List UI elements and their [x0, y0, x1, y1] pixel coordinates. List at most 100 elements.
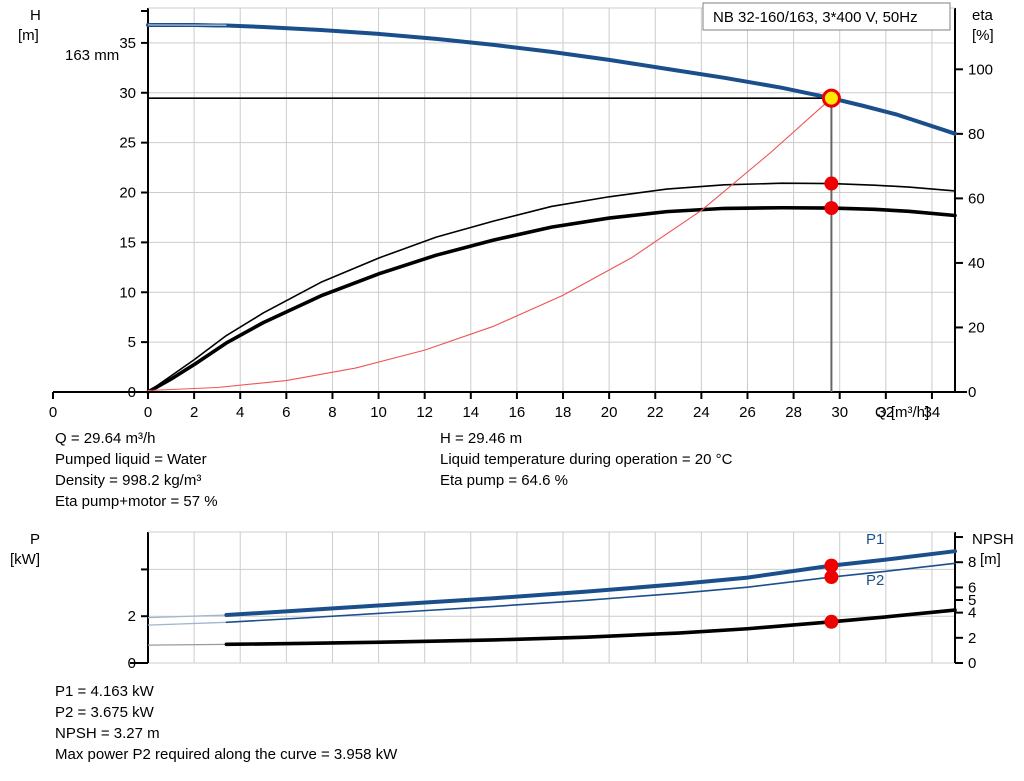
x-tick-22: 22 [647, 404, 664, 421]
power-info-line-1: P1 = 4.163 kW [55, 683, 154, 700]
head-eta-chart: 0510152025303502040608010002468101214161… [18, 2, 994, 421]
x-tick-14: 14 [462, 404, 479, 421]
x-tick-24: 24 [693, 404, 710, 421]
curve-npsh [224, 608, 957, 647]
model-title-box: NB 32-160/163, 3*400 V, 50Hz [702, 2, 951, 31]
power-chart-y-right-ticks: 0 2 456 8 [955, 536, 976, 672]
eta-tick-100: 100 [968, 61, 993, 78]
x-tick-28: 28 [785, 404, 802, 421]
curve-p1 [224, 549, 957, 618]
x-tick-20: 20 [601, 404, 618, 421]
curve-p2 [225, 562, 956, 624]
curve-eta-pump [147, 182, 956, 393]
head-chart-markers [821, 88, 841, 216]
duty-point-npsh[interactable] [824, 614, 839, 629]
curve-npsh-lead-in [147, 643, 227, 646]
x-tick-6: 6 [282, 404, 290, 421]
duty-point-p2[interactable] [824, 570, 839, 585]
x-tick-10: 10 [370, 404, 387, 421]
x-tick-18: 18 [555, 404, 572, 421]
p-tick-2: 2 [128, 608, 136, 625]
eta-tick-0: 0 [968, 384, 976, 401]
p-tick-0: 0 [128, 655, 136, 672]
q-axis-title: Q [m³/h] [875, 404, 929, 421]
npsh-tick-8: 8 [968, 554, 976, 571]
x-tick-12: 12 [416, 404, 433, 421]
duty-point-eta-pump-motor[interactable] [824, 201, 839, 216]
duty-info-right-line-2: Liquid temperature during operation = 20… [440, 451, 733, 468]
power-info-line-2: P2 = 3.675 kW [55, 704, 154, 721]
duty-info-left-line-2: Pumped liquid = Water [55, 451, 207, 468]
x-tick-0: 0 [144, 404, 152, 421]
y-tick-20: 20 [119, 185, 136, 202]
y-tick-10: 10 [119, 284, 136, 301]
power-info-block: P1 = 4.163 kW P2 = 3.675 kW NPSH = 3.27 m M… [55, 681, 397, 765]
power-chart-axis-titles: P [kW] NPSH [m] [10, 531, 1014, 568]
x-tick-2: 2 [190, 404, 198, 421]
duty-info-right-line-3: Eta pump = 64.6 % [440, 472, 568, 489]
y-tick-25: 25 [119, 135, 136, 152]
x-tick-32: 32 [877, 404, 894, 421]
npsh-tick-5: 5 [968, 592, 976, 609]
p2-curve-label: P2 [866, 572, 884, 589]
model-title-label: NB 32-160/163, 3*400 V, 50Hz [713, 9, 918, 26]
head-chart-axes [53, 7, 967, 393]
x-tick-26: 26 [739, 404, 756, 421]
duty-point-head[interactable] [821, 88, 841, 108]
npsh-tick-6: 6 [968, 579, 976, 596]
head-chart-y-left-ticks: 05101520253035 [119, 9, 148, 401]
eta-tick-20: 20 [968, 319, 985, 336]
duty-info-left: Q = 29.64 m³/h Pumped liquid = Water Densi… [55, 428, 218, 512]
head-chart-duty-guides [148, 97, 833, 392]
eta-tick-60: 60 [968, 190, 985, 207]
npsh-tick-0: 0 [968, 655, 976, 672]
duty-point-eta-pump[interactable] [824, 176, 839, 191]
duty-info-right-line-1: H = 29.46 m [440, 430, 523, 447]
duty-info-left-line-1: Q = 29.64 m³/h [55, 430, 156, 447]
duty-info-right: H = 29.46 m Liquid temperature during ope… [440, 428, 732, 491]
eta-axis-unit: [%] [972, 27, 994, 44]
npsh-axis-title: NPSH [972, 531, 1014, 548]
y-tick-30: 30 [119, 85, 136, 102]
npsh-axis-unit: [m] [980, 551, 1001, 568]
curve-system-duty-curve [147, 97, 832, 392]
head-chart-axis-titles: H [m] eta [%] Q [m³/h] [18, 7, 994, 421]
p-axis-unit: [kW] [10, 551, 40, 568]
npsh-tick-4: 4 [968, 605, 976, 622]
power-info-line-4: Max power P2 required along the curve = … [55, 746, 398, 763]
duty-info-left-line-3: Density = 998.2 kg/m³ [55, 472, 202, 489]
head-chart-gridlines [148, 8, 955, 392]
p1-curve-label: P1 [866, 531, 884, 548]
h-axis-title: H [30, 7, 41, 24]
h-axis-unit: [m] [18, 27, 39, 44]
p-axis-title: P [30, 531, 40, 548]
power-chart-markers [824, 558, 839, 629]
x-tick-origin-0: 0 [49, 404, 57, 421]
x-tick-4: 4 [236, 404, 244, 421]
power-info-line-3: NPSH = 3.27 m [55, 725, 160, 742]
y-tick-15: 15 [119, 234, 136, 251]
power-chart-y-left-ticks: 02 [128, 568, 148, 672]
x-tick-34: 34 [924, 404, 941, 421]
eta-tick-40: 40 [968, 255, 985, 272]
duty-point-p1[interactable] [824, 558, 839, 573]
eta-axis-title: eta [972, 7, 994, 24]
x-tick-16: 16 [509, 404, 526, 421]
x-tick-30: 30 [831, 404, 848, 421]
curve-p2-lead-in [147, 621, 227, 626]
eta-tick-80: 80 [968, 126, 985, 143]
head-chart-y-right-ticks: 0 20 40 60 80 100 [955, 61, 993, 401]
x-tick-8: 8 [328, 404, 336, 421]
npsh-tick-2: 2 [968, 630, 976, 647]
head-chart-x-ticks: 0 2 4 6 8 10 12 14 16 18 20 22 24 26 28 30 32 340 [49, 391, 941, 421]
y-tick-35: 35 [119, 35, 136, 52]
impeller-size-label: 163 mm [65, 47, 119, 64]
y-tick-5: 5 [128, 334, 136, 351]
power-chart-curves [147, 549, 957, 647]
duty-info-left-line-4: Eta pump+motor = 57 % [55, 493, 218, 510]
curve-eta-pump-motor [146, 205, 957, 394]
curve-163-mm [146, 22, 957, 136]
curve-p1-lead-in [147, 614, 227, 619]
